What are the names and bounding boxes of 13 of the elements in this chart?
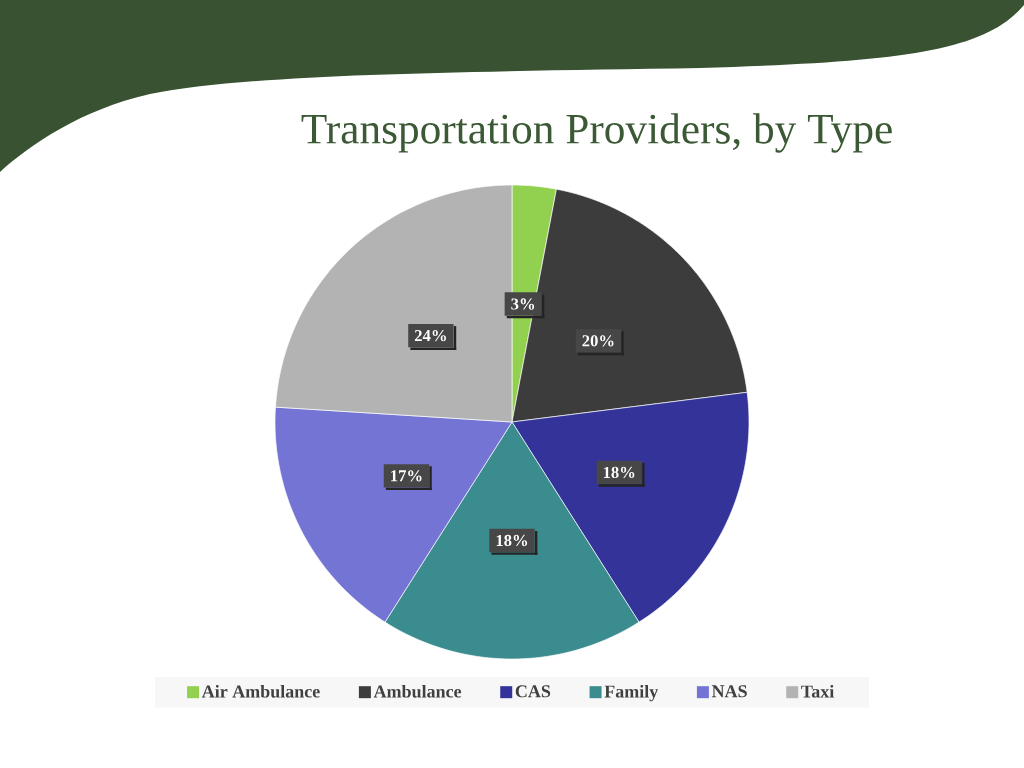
data-label: 3% [511,298,535,310]
data-label: 24% [414,329,446,342]
data-label: 17% [391,470,422,482]
legend-label: Ambulance [373,684,462,698]
data-label: 18% [603,466,635,479]
data-label: 20% [582,335,614,347]
data-label: 18% [496,534,528,547]
legend-label: Taxi [801,684,835,698]
legend-label: Family [604,684,659,702]
legend-label: CAS [515,685,551,698]
legend-label: NAS [711,685,747,698]
chart-title: Transportation Providers, by Type [301,113,892,153]
legend-label: Air Ambulance [201,684,320,698]
